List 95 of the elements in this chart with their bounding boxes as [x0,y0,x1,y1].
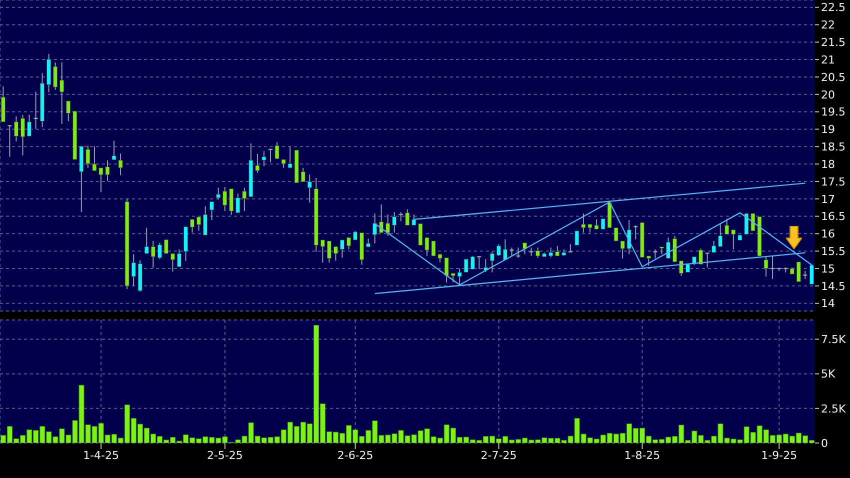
y-tick-label: 14.5 [821,280,846,293]
y-tick-label: 19 [821,123,835,136]
candlestick [574,230,580,246]
candlestick [476,256,482,270]
candlestick [229,188,234,216]
candlestick [483,258,488,272]
candlestick [300,167,306,182]
candlestick [326,240,332,264]
candlestick [222,186,228,212]
candlestick [764,255,768,278]
candlestick [386,214,390,236]
candlestick [340,239,344,258]
y-tick-label: 21 [821,53,835,66]
candlestick [216,187,221,200]
y-tick-label: 0 [821,436,828,450]
y-tick-label: 14 [821,297,835,310]
y-tick-label: 19.5 [821,106,846,119]
candlestick [274,142,280,160]
candlestick [346,237,351,250]
y-tick-label: 17.5 [821,175,846,188]
candlestick [210,201,214,221]
y-tick-label: 20.5 [821,70,846,84]
candlestick [712,240,716,253]
y-tick-label: 2.5K [821,402,846,416]
candlestick [170,253,175,272]
candlestick [548,247,554,258]
y-tick-label: 18.5 [821,140,846,154]
y-tick-label: 16.5 [821,210,846,224]
candlestick [307,174,312,204]
candlestick [150,240,156,268]
candlestick [796,261,801,282]
candlestick [555,245,560,256]
candlestick [190,218,194,234]
candlestick [353,230,358,240]
candlestick [503,238,508,260]
candlestick [698,248,704,265]
candlestick [464,258,468,273]
y-tick-label: 21.5 [821,36,846,50]
candlestick [666,237,670,259]
candlestick [118,153,123,176]
candlestick [536,247,540,258]
candlestick [157,242,162,260]
y-tick-label: 5K [821,368,836,381]
candlestick [20,114,25,156]
candlestick [405,208,410,226]
candlestick [672,235,677,262]
y-tick-label: 22 [821,18,835,32]
candlestick [372,212,378,244]
candlestick [112,140,116,160]
candlestick [633,224,638,240]
candlestick [60,62,64,124]
y-tick-label: 17 [821,192,835,206]
candlestick [196,216,201,232]
y-tick-label: 22.5 [821,1,846,14]
y-tick-label: 20 [821,88,835,102]
candlestick [177,248,182,268]
candlestick [27,114,32,137]
candlestick [496,244,501,256]
candlestick [522,242,527,255]
candlestick [809,264,814,285]
candlestick [320,239,325,264]
y-tick-label: 16 [821,228,835,241]
candlestick [144,227,149,254]
candlestick [66,100,71,122]
candlestick [679,260,684,276]
candlestick [731,229,736,250]
x-tick-label: 1-8-25 [624,448,660,462]
candlestick [704,252,710,268]
x-tick-label: 1-9-25 [761,448,798,462]
candlestick [718,224,723,248]
candlestick [7,125,12,158]
candlestick [490,251,494,273]
x-tick-label: 1-4-25 [83,448,120,462]
candlestick [470,255,475,270]
candlestick [203,206,208,236]
candlestick [646,255,651,266]
y-tick-label: 7.5K [821,333,846,346]
candlestick [242,187,247,212]
x-tick-label: 2-5-25 [206,448,243,462]
candlestick [53,62,58,90]
candlestick [14,116,18,142]
y-tick-label: 15 [821,262,835,276]
candlestick [568,244,574,252]
y-tick-label: 15.5 [821,245,846,258]
y-tick-label: 18 [821,158,835,171]
candlestick [652,248,658,259]
candlestick [379,204,384,234]
candlestick [724,218,730,235]
x-tick-label: 2-6-25 [337,448,374,462]
candlestick [392,212,397,234]
candlestick [262,150,266,167]
candlestick [333,246,338,262]
x-tick-label: 2-7-25 [480,448,517,462]
candlestick [164,239,168,254]
candlestick [236,193,240,214]
